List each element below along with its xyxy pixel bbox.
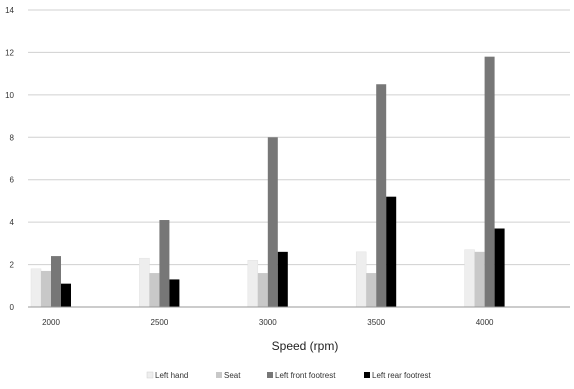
x-tick-label: 2500 — [151, 318, 169, 327]
y-tick-label: 6 — [10, 176, 15, 185]
legend-swatch — [146, 371, 154, 379]
bar-left-front-footrest-2000 — [51, 256, 61, 307]
legend-label: Left rear footrest — [372, 371, 431, 380]
bar-left-front-footrest-4000 — [484, 56, 495, 307]
y-tick-label: 12 — [5, 48, 14, 57]
legend-swatch — [364, 372, 370, 378]
bar-left-rear-footrest-2000 — [61, 283, 71, 307]
x-tick-label: 3000 — [259, 318, 277, 327]
bar-left-rear-footrest-4000 — [494, 228, 505, 307]
legend-swatch — [216, 372, 222, 378]
bar-left-rear-footrest-3500 — [386, 196, 397, 307]
y-tick-label: 4 — [10, 218, 15, 227]
y-tick-label: 8 — [10, 133, 15, 142]
bar-seat-2500 — [149, 273, 160, 307]
y-tick-label: 2 — [10, 261, 15, 270]
x-tick-label: 4000 — [476, 318, 494, 327]
bar-seat-4000 — [474, 251, 485, 307]
bar-left-hand-2500 — [139, 257, 150, 308]
bar-seat-3500 — [366, 273, 377, 307]
legend-label: Left front footrest — [275, 371, 336, 380]
bar-left-front-footrest-3000 — [267, 137, 278, 307]
gridlines — [28, 9, 570, 266]
bar-seat-3000 — [257, 273, 268, 307]
bar-left-hand-3500 — [355, 251, 367, 308]
legend: Left hand Seat Left front footrest Left rea… — [146, 371, 431, 380]
x-axis-title: Speed (rpm) — [272, 339, 339, 353]
y-tick-label: 10 — [5, 91, 14, 100]
x-tick-label: 3500 — [367, 318, 385, 327]
bar-left-rear-footrest-2500 — [169, 279, 180, 307]
bar-left-front-footrest-3500 — [376, 84, 387, 307]
legend-label: Left hand — [155, 371, 188, 380]
bar-left-hand-2000 — [30, 268, 42, 308]
bars — [30, 56, 505, 308]
y-tick-label: 0 — [10, 303, 15, 312]
y-axis-ticks: 0 2 4 6 8 10 12 14 — [5, 6, 14, 312]
legend-label: Seat — [224, 371, 241, 380]
y-tick-label: 14 — [5, 6, 14, 15]
legend-swatch — [267, 372, 273, 378]
bar-left-front-footrest-2500 — [159, 220, 170, 307]
bar-left-rear-footrest-3000 — [277, 251, 288, 307]
bar-left-hand-3000 — [247, 260, 259, 308]
bar-seat-2000 — [41, 270, 51, 307]
x-tick-label: 2000 — [42, 318, 60, 327]
x-axis-ticks: 2000 2500 3000 3500 4000 — [42, 318, 494, 327]
bar-left-hand-4000 — [464, 249, 475, 308]
